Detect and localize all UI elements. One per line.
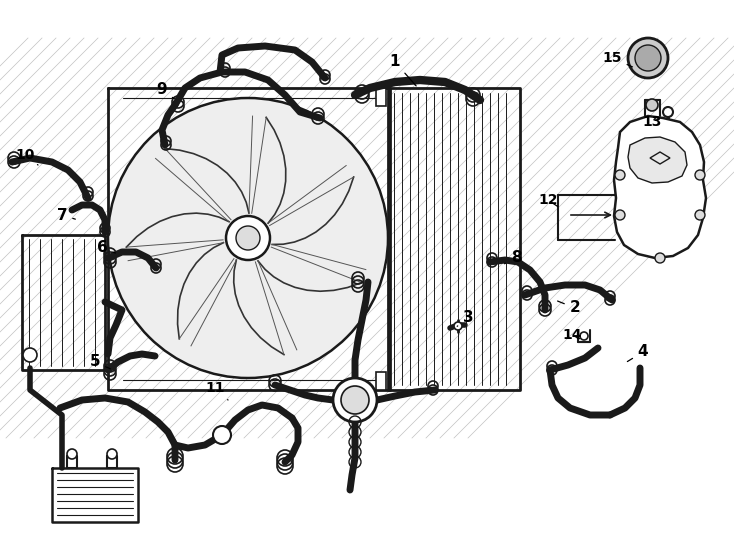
Text: 3: 3: [457, 310, 473, 326]
Text: 10: 10: [15, 148, 38, 165]
Circle shape: [67, 449, 77, 459]
Circle shape: [663, 107, 673, 117]
Text: 9: 9: [156, 83, 174, 98]
Circle shape: [333, 378, 377, 422]
Polygon shape: [614, 116, 706, 258]
Text: 5: 5: [90, 354, 110, 369]
Circle shape: [23, 348, 37, 362]
Text: 6: 6: [97, 240, 115, 255]
Circle shape: [695, 210, 705, 220]
Text: 4: 4: [628, 345, 648, 362]
Text: 12: 12: [538, 193, 558, 207]
Polygon shape: [376, 88, 386, 106]
Circle shape: [226, 216, 270, 260]
Circle shape: [646, 99, 658, 111]
Text: 7: 7: [57, 207, 76, 222]
Circle shape: [695, 170, 705, 180]
Text: 15: 15: [603, 51, 633, 67]
Circle shape: [615, 170, 625, 180]
Text: 2: 2: [558, 300, 581, 315]
Circle shape: [655, 253, 665, 263]
Circle shape: [635, 45, 661, 71]
Circle shape: [213, 426, 231, 444]
Circle shape: [341, 386, 369, 414]
Polygon shape: [628, 137, 687, 183]
Text: 11: 11: [206, 381, 228, 400]
Circle shape: [107, 449, 117, 459]
Text: 13: 13: [642, 115, 661, 129]
Text: 8: 8: [504, 251, 521, 266]
Circle shape: [615, 210, 625, 220]
Circle shape: [628, 38, 668, 78]
Circle shape: [236, 226, 260, 250]
Text: 14: 14: [562, 328, 582, 342]
Text: 1: 1: [390, 55, 416, 86]
Circle shape: [580, 332, 588, 340]
Polygon shape: [376, 372, 386, 390]
Circle shape: [454, 322, 462, 330]
Circle shape: [108, 98, 388, 378]
